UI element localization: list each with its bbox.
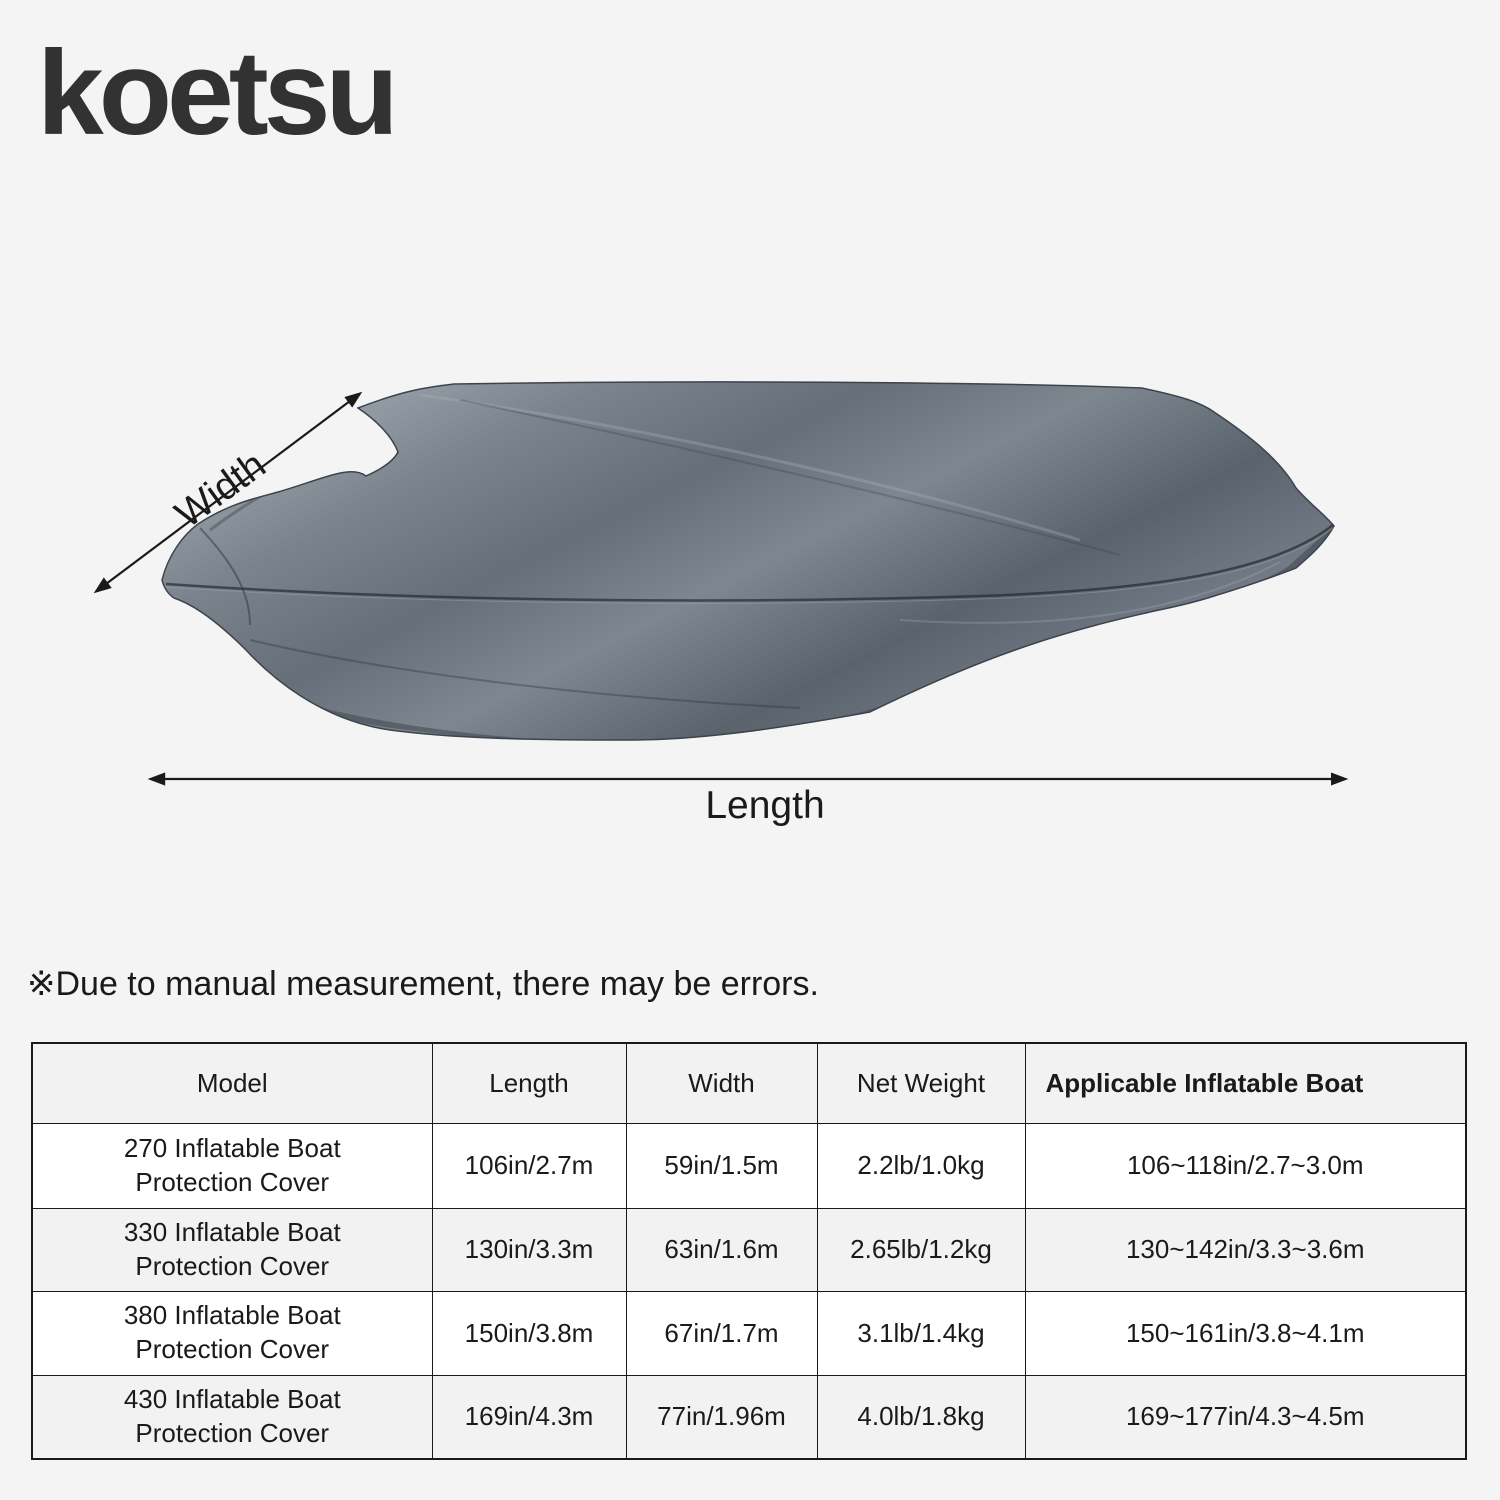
svg-text:Length: Length	[705, 784, 824, 827]
svg-text:Width: Width	[168, 443, 274, 536]
